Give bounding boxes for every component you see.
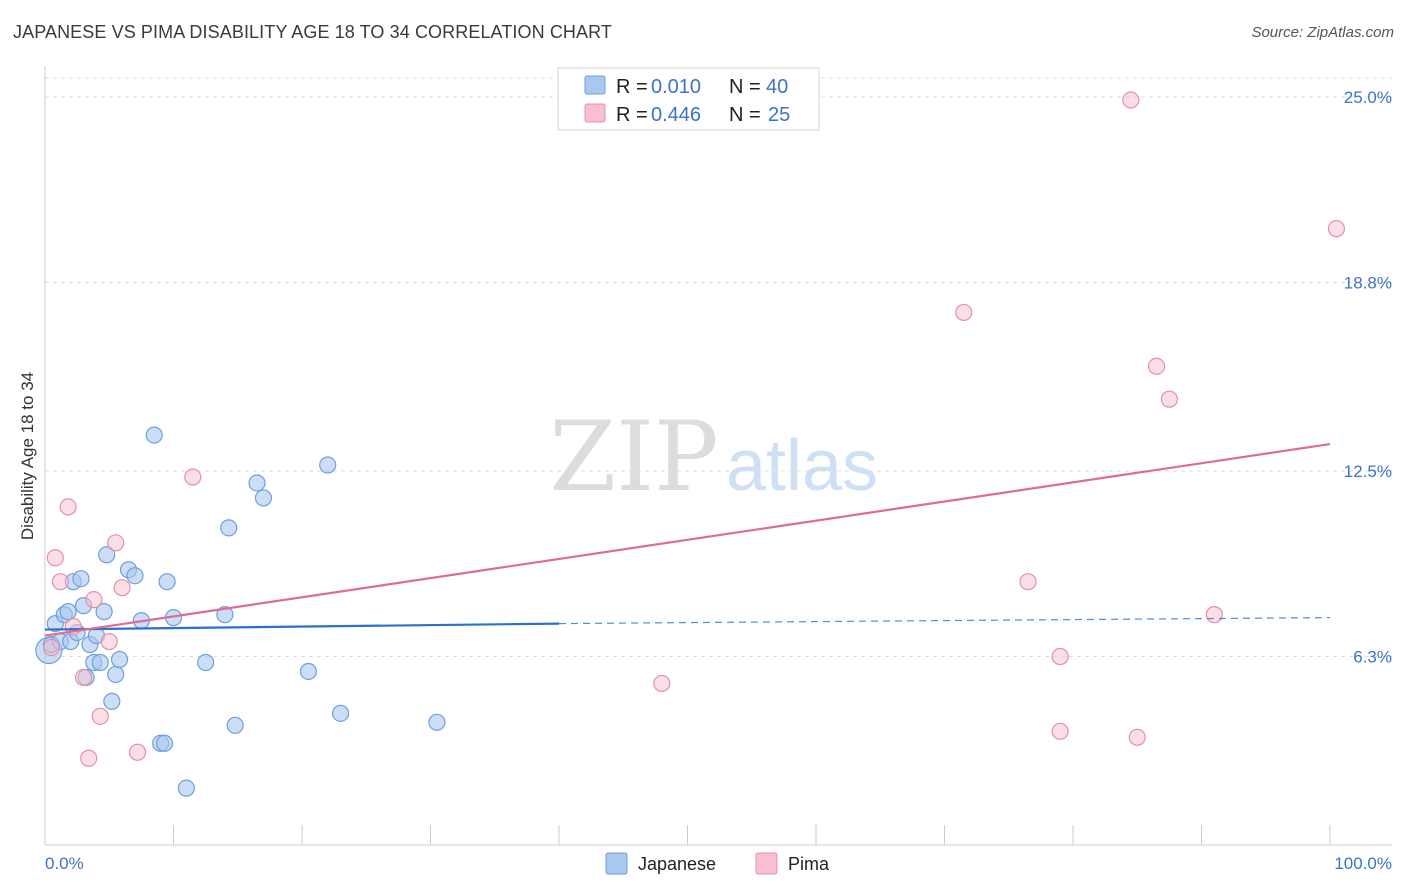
source-label: Source: ZipAtlas.com [1251, 24, 1394, 41]
pima-point [59, 498, 77, 516]
japanese-point [299, 662, 318, 681]
japanese-point [72, 570, 90, 588]
y-tick-label: 25.0% [1344, 88, 1392, 107]
japanese-point [216, 606, 234, 624]
japanese-point [107, 665, 125, 684]
japanese-trendline [44, 622, 560, 631]
y-tick-label: 6.3% [1353, 648, 1392, 667]
pima-point [1147, 357, 1166, 375]
pima-point [85, 591, 103, 609]
pima-point [955, 303, 973, 322]
japanese-point [103, 692, 121, 710]
y-axis-label: Disability Age 18 to 34 [18, 372, 37, 540]
legend-n-label-japanese: N = [729, 76, 761, 98]
legend-r-value-pima: 0.446 [651, 104, 701, 126]
japanese-point [155, 734, 174, 752]
watermark-atlas: atlas [726, 426, 878, 506]
pima-point [91, 707, 109, 725]
bottom-legend: Japanese Pima [605, 852, 830, 875]
pima-point [184, 468, 202, 486]
pima-point [1327, 220, 1346, 238]
pima-point [100, 632, 118, 651]
legend-r-label-japanese: R = [616, 76, 648, 98]
japanese-point [98, 546, 116, 564]
japanese-point [428, 713, 446, 731]
legend-n-label-pima: N = [729, 104, 761, 126]
tick-labels: 6.3% 12.5% 18.8% 25.0% 0.0% 100.0% [45, 88, 1392, 873]
pima-trendline [44, 442, 1331, 637]
japanese-point [220, 519, 238, 537]
bottom-legend-label-pima: Pima [788, 854, 830, 874]
axes [44, 66, 1392, 846]
pima-point [128, 743, 147, 761]
legend-n-value-pima: 25 [768, 104, 790, 126]
pima-point [1122, 91, 1140, 109]
bottom-legend-swatch-japanese [605, 852, 628, 875]
pima-point [42, 638, 61, 657]
legend: R = 0.010 N = 40 R = 0.446 N = 25 [557, 67, 820, 131]
y-tick-label: 18.8% [1344, 274, 1392, 293]
japanese-point [177, 779, 195, 797]
chart-title: JAPANESE VS PIMA DISABILITY AGE 18 TO 34… [13, 22, 612, 42]
x-tick-label-min: 0.0% [45, 854, 84, 873]
japanese-point [126, 567, 144, 585]
pima-point [80, 749, 98, 767]
trendlines [44, 442, 1331, 637]
y-tick-label: 12.5% [1344, 462, 1392, 481]
japanese-point [197, 653, 215, 672]
pima-point [1160, 390, 1178, 408]
japanese-point [145, 426, 163, 444]
japanese-trendline-extension [558, 617, 1331, 625]
japanese-point [226, 716, 244, 734]
x-tick-label-max: 100.0% [1334, 854, 1392, 873]
japanese-point [248, 474, 266, 492]
japanese-point [91, 653, 109, 672]
pima-point [46, 549, 64, 567]
japanese-point [95, 603, 113, 621]
gridlines [45, 77, 1392, 658]
pima-point [51, 573, 70, 591]
pima-point [1019, 573, 1037, 591]
legend-swatch-japanese [584, 75, 606, 95]
legend-n-value-japanese: 40 [766, 76, 788, 98]
japanese-point [331, 704, 350, 722]
japanese-point [59, 603, 77, 621]
pima-point [107, 534, 125, 552]
watermark-zip: ZIP [549, 401, 718, 513]
japanese-point [158, 573, 176, 591]
legend-swatch-pima [584, 103, 606, 123]
japanese-point [254, 489, 273, 507]
bottom-legend-swatch-pima [755, 852, 778, 875]
japanese-point [319, 456, 337, 474]
legend-r-value-japanese: 0.010 [651, 76, 701, 98]
pima-point [1051, 722, 1069, 740]
legend-r-label-pima: R = [616, 104, 648, 126]
watermark: ZIP atlas [549, 401, 878, 513]
japanese-points [35, 426, 446, 797]
pima-point [113, 579, 131, 597]
japanese-point [110, 650, 129, 669]
pima-point [74, 668, 93, 687]
pima-point [1128, 728, 1146, 746]
pima-point [1051, 647, 1069, 666]
pima-point [653, 674, 671, 693]
bottom-legend-label-japanese: Japanese [638, 854, 716, 874]
pima-point [1205, 606, 1223, 624]
